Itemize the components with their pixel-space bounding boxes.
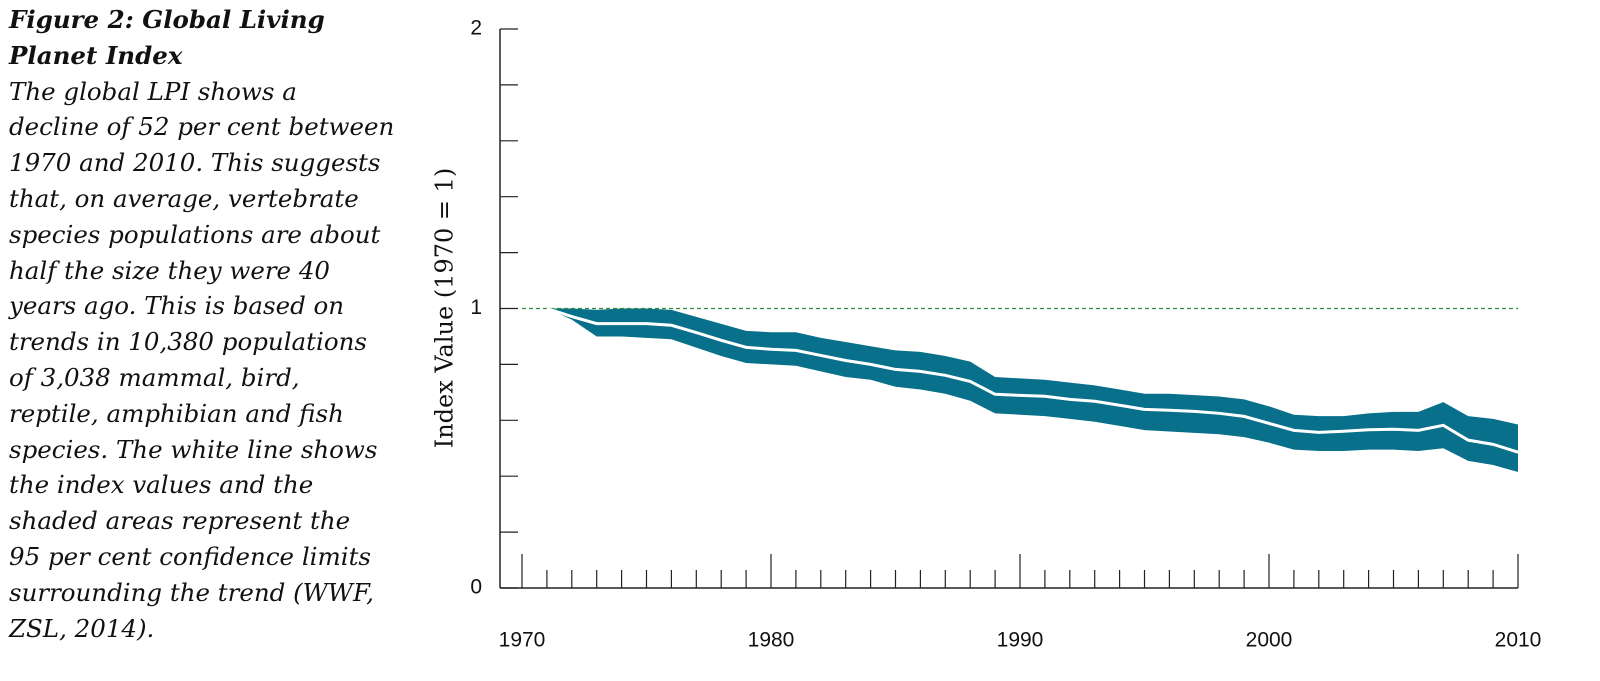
- x-tick-label: 1990: [997, 629, 1044, 652]
- caption-title: Figure 2: Global Living: [9, 5, 325, 34]
- confidence-band: [546, 308, 1518, 473]
- caption-text: 1970 and 2010. This suggests: [9, 148, 381, 178]
- y-tick-label: 1: [470, 296, 482, 319]
- x-tick-label: 1980: [748, 629, 795, 652]
- caption-text: trends in 10,380 populations: [9, 327, 367, 357]
- y-tick-label: 2: [470, 17, 482, 40]
- x-tick-label: 1970: [499, 629, 546, 652]
- caption-text: 95 per cent confidence limits: [9, 541, 371, 571]
- caption-text: decline of 52 per cent between: [9, 112, 395, 142]
- caption: Figure 2: Global Living Planet Index The g…: [9, 2, 409, 646]
- caption-text: ZSL, 2014).: [9, 613, 155, 643]
- x-tick-label: 2000: [1246, 629, 1293, 652]
- caption-text: that, on average, vertebrate: [9, 183, 359, 213]
- caption-text: half the size they were 40: [9, 255, 330, 285]
- caption-text: the index values and the: [9, 470, 314, 500]
- caption-text: shaded areas represent the: [9, 506, 351, 536]
- caption-text: reptile, amphibian and fish: [9, 398, 344, 428]
- caption-title: Planet Index: [9, 40, 183, 70]
- caption-text: of 3,038 mammal, bird,: [9, 362, 300, 392]
- index-line: [546, 307, 1519, 454]
- y-axis-label: Index Value (1970 = 1): [431, 168, 459, 449]
- x-tick-label: 2010: [1495, 629, 1542, 652]
- caption-text: surrounding the trend (WWF,: [9, 577, 374, 607]
- caption-text: species. The white line shows: [9, 434, 378, 464]
- caption-text: species populations are about: [9, 219, 381, 249]
- caption-text: The global LPI shows a: [9, 76, 297, 106]
- y-tick-label: 0: [470, 576, 482, 599]
- caption-text: years ago. This is based on: [9, 291, 345, 321]
